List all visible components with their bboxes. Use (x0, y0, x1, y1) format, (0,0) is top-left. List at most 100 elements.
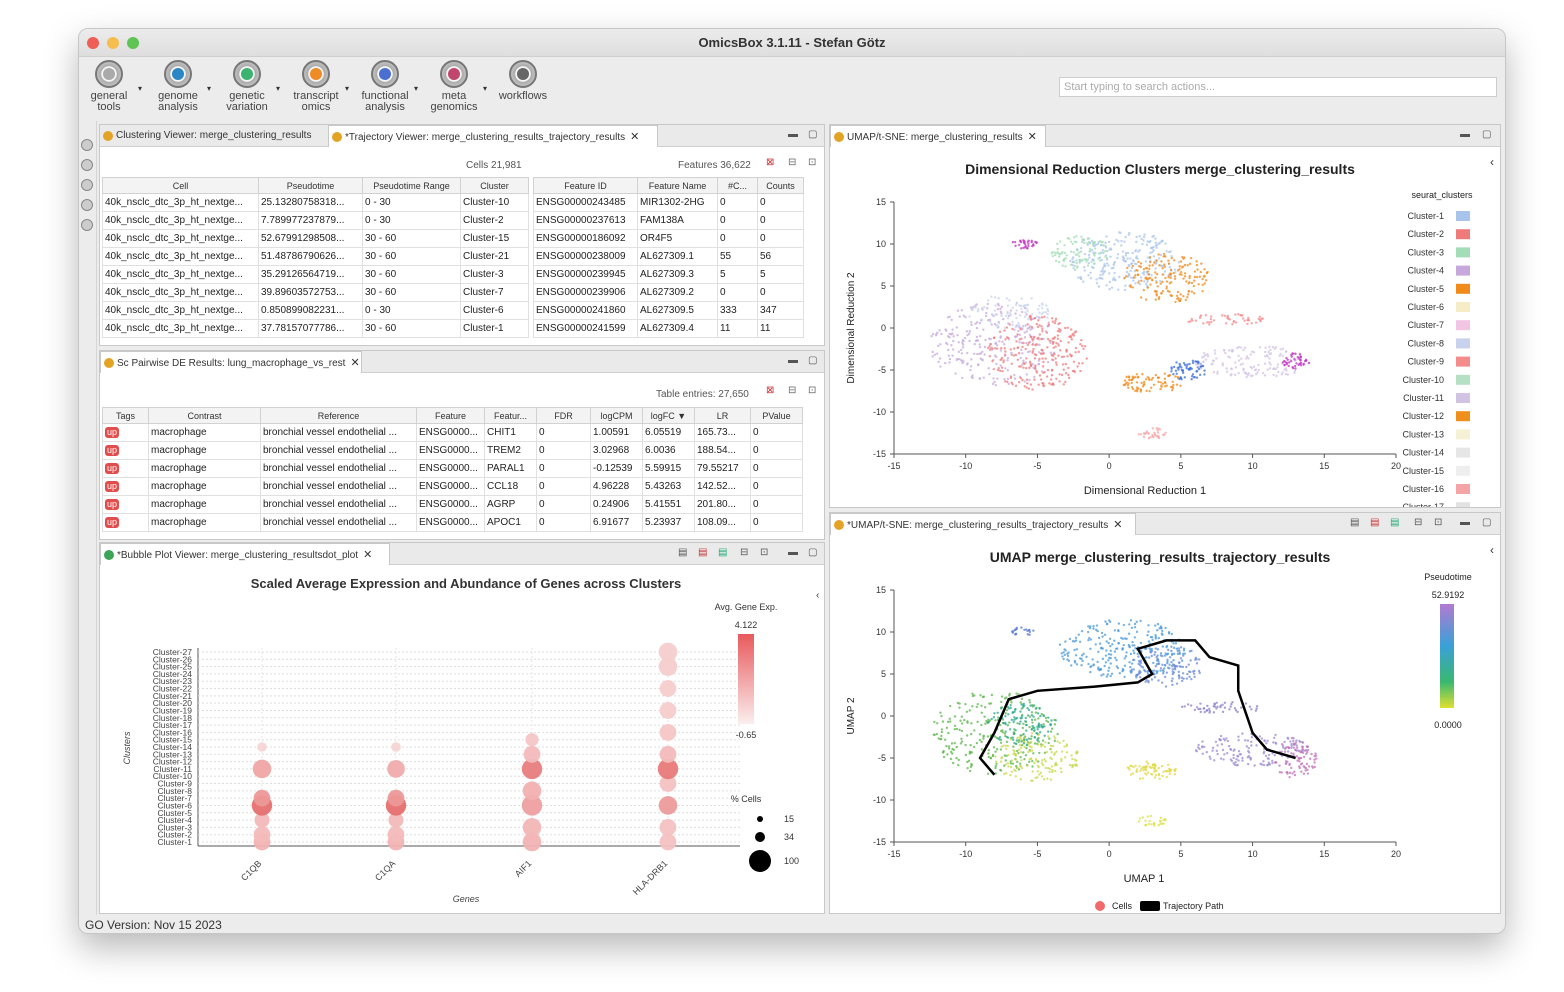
tab-de-results[interactable]: Sc Pairwise DE Results: lung_macrophage_… (100, 351, 362, 373)
column-header[interactable]: FDR (536, 407, 591, 424)
toolbar-button-1[interactable]: genome analysis (147, 60, 209, 113)
chevron-down-icon[interactable]: ▾ (414, 84, 419, 93)
sidebar-icon-1[interactable] (81, 139, 93, 151)
export-svg-icon[interactable]: ▤ (1350, 517, 1360, 528)
tab-umap-clusters[interactable]: UMAP/t-SNE: merge_clustering_results ✕ (830, 125, 1046, 147)
settings-icon[interactable]: ⊡ (808, 157, 817, 168)
column-header[interactable]: Counts (757, 177, 804, 194)
column-header[interactable]: Contrast (148, 407, 261, 424)
table-row[interactable]: 40k_nsclc_dtc_3p_ht_nextge... 35.29126564… (102, 265, 529, 284)
table-row[interactable]: 40k_nsclc_dtc_3p_ht_nextge... 52.67991298… (102, 229, 529, 248)
features-table[interactable]: Feature ID Feature Name #C... Counts ENSG000… (533, 177, 804, 338)
export-table-icon[interactable]: ⊟ (740, 547, 749, 558)
export-pdf-icon[interactable]: ▤ (1370, 517, 1380, 528)
chevron-down-icon[interactable]: ▾ (207, 84, 212, 93)
column-header[interactable]: Reference (260, 407, 417, 424)
minimize-panel-icon[interactable]: ▬ (788, 129, 798, 140)
table-row[interactable]: ENSG00000241599 AL627309.4 11 11 (533, 319, 804, 338)
tab-bubble-plot[interactable]: *Bubble Plot Viewer: merge_clustering_re… (100, 543, 390, 565)
maximize-window-button[interactable] (127, 37, 139, 49)
export-excel-icon[interactable]: ▤ (1390, 517, 1400, 528)
table-row[interactable]: 40k_nsclc_dtc_3p_ht_nextge... 7.789977237… (102, 211, 529, 230)
chevron-down-icon[interactable]: ▾ (483, 84, 488, 93)
table-row[interactable]: ENSG00000239906 AL627309.2 0 0 (533, 283, 804, 302)
tab-umap-trajectory[interactable]: *UMAP/t-SNE: merge_clustering_results_tr… (830, 513, 1136, 535)
table-row[interactable]: up macrophage bronchial vessel endothelial… (102, 513, 803, 532)
sidebar-icon-4[interactable] (81, 199, 93, 211)
table-row[interactable]: ENSG00000237613 FAM138A 0 0 (533, 211, 804, 230)
column-header[interactable]: Feature (416, 407, 485, 424)
chevron-down-icon[interactable]: ▾ (138, 84, 143, 93)
column-header[interactable]: Pseudotime (258, 177, 363, 194)
table-row[interactable]: ENSG00000241860 AL627309.5 333 347 (533, 301, 804, 320)
toolbar-button-4[interactable]: functional analysis (354, 60, 416, 113)
minimize-panel-icon[interactable]: ▬ (1460, 517, 1470, 528)
table-row[interactable]: 40k_nsclc_dtc_3p_ht_nextge... 37.78157077… (102, 319, 529, 338)
toolbar-button-0[interactable]: general tools (79, 60, 140, 113)
table-row[interactable]: 40k_nsclc_dtc_3p_ht_nextge... 0.850899082… (102, 301, 529, 320)
table-row[interactable]: up macrophage bronchial vessel endothelial… (102, 423, 803, 442)
column-header[interactable]: logCPM (590, 407, 643, 424)
export-svg-icon[interactable]: ▤ (678, 547, 688, 558)
table-row[interactable]: up macrophage bronchial vessel endothelial… (102, 495, 803, 514)
maximize-panel-icon[interactable]: ▢ (1482, 517, 1492, 528)
tab-clustering-viewer[interactable]: Clustering Viewer: merge_clustering_resu… (100, 125, 326, 147)
column-header[interactable]: Tags (102, 407, 149, 424)
table-row[interactable]: 40k_nsclc_dtc_3p_ht_nextge... 25.13280758… (102, 193, 529, 212)
column-header[interactable]: #C... (717, 177, 758, 194)
chevron-down-icon[interactable]: ▾ (345, 84, 350, 93)
minimize-panel-icon[interactable]: ▬ (788, 547, 798, 558)
column-header[interactable]: logFC ▼ (642, 407, 695, 424)
export-excel-icon[interactable]: ▤ (718, 547, 728, 558)
sidebar-icon-3[interactable] (81, 179, 93, 191)
table-row[interactable]: up macrophage bronchial vessel endothelial… (102, 459, 803, 478)
column-header[interactable]: Cluster (460, 177, 529, 194)
maximize-panel-icon[interactable]: ▢ (808, 129, 818, 140)
search-actions-input[interactable]: Start typing to search actions... (1059, 77, 1497, 97)
cells-table[interactable]: Cell Pseudotime Pseudotime Range Cluster 40k… (102, 177, 529, 338)
chevron-down-icon[interactable]: ▾ (276, 84, 281, 93)
settings-icon[interactable]: ⊡ (1434, 517, 1443, 528)
column-header[interactable]: Pseudotime Range (362, 177, 461, 194)
column-header[interactable]: Featur... (484, 407, 537, 424)
maximize-panel-icon[interactable]: ▢ (1482, 129, 1492, 140)
column-header[interactable]: Cell (102, 177, 259, 194)
export-table-icon[interactable]: ⊟ (788, 157, 797, 168)
table-row[interactable]: 40k_nsclc_dtc_3p_ht_nextge... 51.48786790… (102, 247, 529, 266)
table-row[interactable]: ENSG00000238009 AL627309.1 55 56 (533, 247, 804, 266)
close-tab-icon[interactable]: ✕ (363, 549, 373, 561)
minimize-window-button[interactable] (107, 37, 119, 49)
close-tab-icon[interactable]: ✕ (630, 131, 640, 143)
sidebar-icon-5[interactable] (81, 219, 93, 231)
sidebar-icon-2[interactable] (81, 159, 93, 171)
table-row[interactable]: ENSG00000243485 MIR1302-2HG 0 0 (533, 193, 804, 212)
maximize-panel-icon[interactable]: ▢ (808, 547, 818, 558)
export-chart-icon[interactable]: ⊠ (766, 157, 775, 168)
tab-trajectory-viewer[interactable]: *Trajectory Viewer: merge_clustering_res… (328, 125, 658, 147)
settings-icon[interactable]: ⊡ (760, 547, 769, 558)
table-row[interactable]: up macrophage bronchial vessel endothelial… (102, 477, 803, 496)
column-header[interactable]: LR (694, 407, 751, 424)
de-table[interactable]: Tags Contrast Reference Feature Featur... FDR… (102, 407, 803, 532)
toolbar-button-6[interactable]: workflows (492, 60, 554, 102)
column-header[interactable]: Feature Name (637, 177, 718, 194)
column-header[interactable]: Feature ID (533, 177, 638, 194)
export-chart-icon[interactable]: ⊠ (766, 385, 775, 396)
maximize-panel-icon[interactable]: ▢ (808, 355, 818, 366)
close-window-button[interactable] (87, 37, 99, 49)
settings-icon[interactable]: ⊡ (808, 385, 817, 396)
export-table-icon[interactable]: ⊟ (1414, 517, 1423, 528)
close-tab-icon[interactable]: ✕ (1027, 131, 1037, 143)
table-row[interactable]: ENSG00000186092 OR4F5 0 0 (533, 229, 804, 248)
close-tab-icon[interactable]: ✕ (350, 357, 360, 369)
minimize-panel-icon[interactable]: ▬ (1460, 129, 1470, 140)
minimize-panel-icon[interactable]: ▬ (788, 355, 798, 366)
table-row[interactable]: ENSG00000239945 AL627309.3 5 5 (533, 265, 804, 284)
toolbar-button-2[interactable]: genetic variation (216, 60, 278, 113)
table-row[interactable]: 40k_nsclc_dtc_3p_ht_nextge... 39.89603572… (102, 283, 529, 302)
table-row[interactable]: up macrophage bronchial vessel endothelial… (102, 441, 803, 460)
column-header[interactable]: PValue (750, 407, 803, 424)
close-tab-icon[interactable]: ✕ (1113, 519, 1123, 531)
export-table-icon[interactable]: ⊟ (788, 385, 797, 396)
toolbar-button-5[interactable]: meta genomics (423, 60, 485, 113)
